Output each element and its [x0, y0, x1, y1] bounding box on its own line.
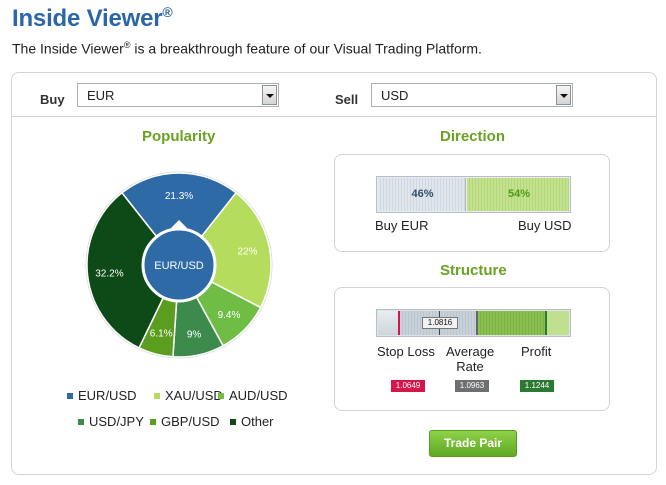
legend-swatch [154, 392, 160, 399]
structure-bar-profit-zone [478, 311, 545, 335]
structure-bar: 1.0816 [376, 309, 571, 337]
donut-slice-label: 6.1% [150, 329, 173, 340]
buy-label: Buy [40, 92, 65, 107]
average-rate-value-badge: 1.0963 [455, 380, 489, 392]
buy-currency-select[interactable]: EUR [77, 83, 279, 107]
pair-selector-row: Buy EUR Sell USD [12, 73, 656, 117]
legend-label: XAU/USD [165, 388, 223, 403]
donut-slice-label: 21.3% [165, 191, 193, 202]
average-rate-caption: Average Rate [446, 344, 494, 374]
popularity-title: Popularity [142, 128, 216, 145]
legend-label: Other [241, 414, 274, 429]
legend-swatch [78, 418, 84, 425]
structure-title: Structure [440, 262, 507, 279]
donut-slice-label: 9.4% [218, 310, 241, 321]
donut-slice-label: 9% [187, 329, 202, 340]
stop-loss-value-badge: 1.0649 [391, 380, 425, 392]
legend-swatch [67, 392, 73, 399]
donut-slice-xauusd [177, 191, 272, 309]
chevron-down-icon[interactable] [262, 85, 277, 105]
direction-title: Direction [440, 128, 506, 145]
registered-mark: ® [162, 4, 173, 20]
legend-swatch [150, 418, 156, 425]
legend-swatch [218, 392, 224, 399]
donut-center-label: EUR/USD [154, 260, 204, 272]
sell-label: Sell [335, 92, 359, 107]
legend-item-eurusd: EUR/USD [67, 388, 137, 403]
buy-eur-caption: Buy EUR [375, 218, 429, 233]
average-caption-line2: Rate [456, 359, 484, 374]
stop-loss-marker [398, 311, 400, 335]
direction-bar-buy-eur [378, 178, 466, 211]
legend-label: EUR/USD [78, 388, 137, 403]
direction-left-percent: 46% [411, 188, 434, 200]
legend-swatch [230, 418, 236, 425]
popularity-donut-chart: 21.3% 22% 9.4% 9% 6.1% 32.2% EUR/USD [85, 171, 273, 359]
legend-item-xauusd: XAU/USD [154, 388, 223, 403]
chevron-down-icon[interactable] [556, 85, 571, 105]
structure-bar-right-zone [547, 311, 569, 335]
buy-currency-value: EUR [87, 88, 115, 103]
direction-right-percent: 54% [508, 188, 531, 200]
donut-center [141, 227, 217, 303]
donut-slice-label: 32.2% [95, 269, 123, 280]
legend-label: USD/JPY [89, 414, 144, 429]
direction-bar-buy-usd [467, 178, 569, 211]
page-subtitle: The Inside Viewer® is a breakthrough fea… [12, 40, 482, 57]
profit-marker [545, 311, 547, 335]
subtitle-registered-mark: ® [123, 40, 131, 50]
trade-pair-button[interactable]: Trade Pair [429, 430, 517, 457]
subtitle-text-end: is a breakthrough feature of our Visual … [130, 40, 482, 57]
sell-currency-value: USD [381, 88, 409, 103]
donut-slice-other [86, 191, 180, 349]
direction-card: 46% 54% Buy EUR Buy USD [334, 154, 610, 252]
profit-caption: Profit [521, 344, 552, 359]
buy-usd-caption: Buy USD [518, 218, 572, 233]
stop-loss-caption: Stop Loss [377, 344, 435, 359]
direction-bar: 46% 54% [376, 176, 571, 213]
profit-value-badge: 1.1244 [520, 380, 554, 392]
selected-pair-arrow-icon [171, 220, 187, 228]
inside-viewer-panel: Buy EUR Sell USD Popularity 21.3% 22% 9.4%… [11, 72, 657, 475]
legend-item-gbpusd: GBP/USD [150, 414, 220, 429]
structure-card: 1.0816 Stop Loss Average Rate Profit 1.0… [334, 287, 610, 411]
structure-bar-left-zone [378, 311, 398, 335]
donut-slice-eurusd [120, 172, 238, 267]
donut-slice-label: 22% [237, 246, 257, 257]
current-rate-label: 1.0816 [422, 317, 458, 329]
legend-item-other: Other [230, 414, 274, 429]
title-text: Inside Viewer [12, 5, 163, 32]
legend-label: AUD/USD [229, 388, 288, 403]
average-caption-line1: Average [446, 344, 495, 359]
average-rate-marker [476, 311, 478, 335]
subtitle-text-start: The Inside Viewer [12, 40, 124, 57]
page-title: Inside Viewer® [12, 4, 173, 33]
legend-label: GBP/USD [161, 414, 220, 429]
legend-item-audusd: AUD/USD [218, 388, 288, 403]
sell-currency-select[interactable]: USD [371, 83, 573, 107]
legend-item-usdjpy: USD/JPY [78, 414, 144, 429]
